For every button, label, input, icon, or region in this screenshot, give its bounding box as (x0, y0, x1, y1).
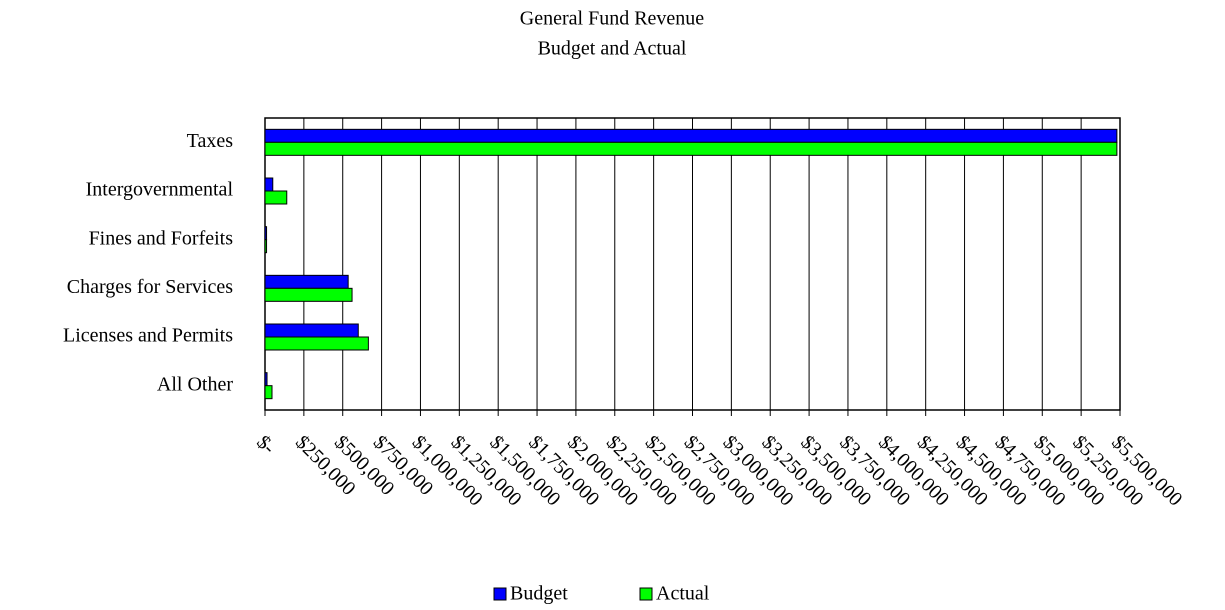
y-tick-label: Charges for Services (67, 276, 233, 298)
bar (264, 372, 268, 387)
y-tick-label: Taxes (187, 130, 234, 152)
legend-swatch (493, 587, 507, 601)
bar (264, 239, 268, 254)
legend-label: Budget (510, 583, 568, 605)
legend-swatch (639, 587, 653, 601)
y-tick-label: Licenses and Permits (63, 325, 233, 347)
bar (264, 128, 1118, 143)
bar (264, 274, 349, 289)
bar (264, 323, 359, 338)
bar (264, 141, 1118, 156)
y-tick-label: All Other (157, 373, 233, 395)
chart-subtitle: Budget and Actual (538, 38, 687, 60)
bar (264, 177, 274, 192)
bar (264, 287, 353, 302)
x-tick-label: $- (252, 431, 279, 458)
legend-label: Actual (656, 583, 710, 605)
bar (264, 385, 273, 400)
y-tick-label: Intergovernmental (86, 179, 234, 201)
chart-title: General Fund Revenue (520, 8, 705, 30)
bar (264, 336, 369, 351)
y-tick-label: Fines and Forfeits (89, 227, 234, 249)
bar (264, 190, 288, 205)
bar (264, 226, 268, 241)
